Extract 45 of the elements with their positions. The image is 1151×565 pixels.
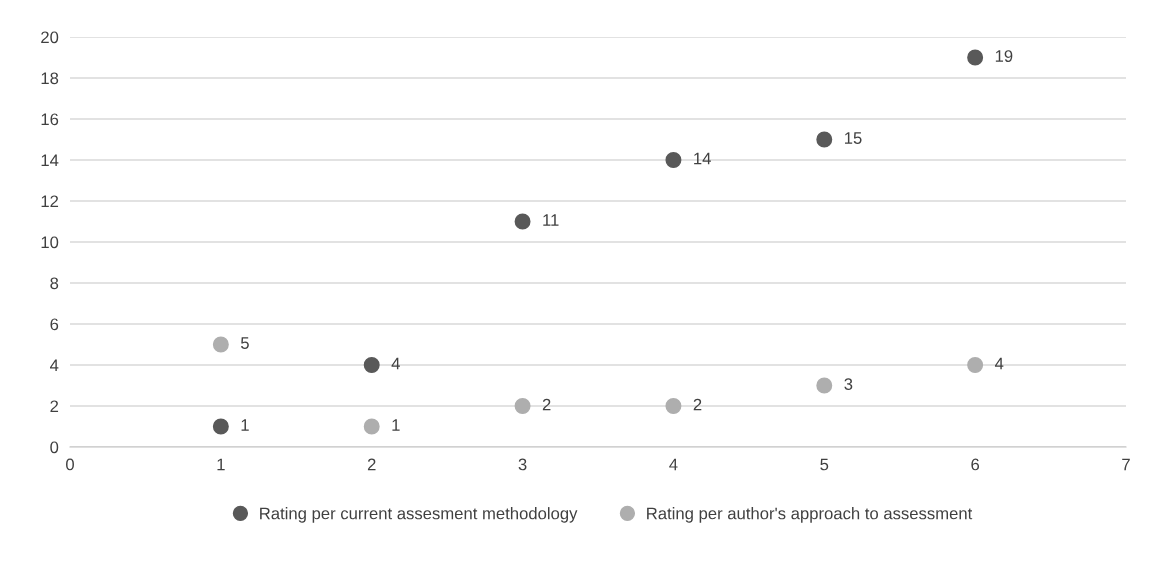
point <box>665 398 682 414</box>
data-label: 14 <box>694 152 711 165</box>
data-label: 1 <box>392 419 400 431</box>
data-label: 2 <box>542 398 551 411</box>
x-tick-label: 0 <box>66 458 74 471</box>
point <box>665 152 682 168</box>
y-tick-label: 20 <box>41 31 59 44</box>
data-label: 5 <box>240 337 249 349</box>
x-tick-label: 7 <box>1122 458 1130 471</box>
data-label: 4 <box>994 357 1004 370</box>
data-label: 3 <box>844 378 853 390</box>
y-tick-label: 12 <box>41 195 59 208</box>
y-tick-label: 6 <box>50 318 59 331</box>
y-tick-label: 4 <box>50 359 59 372</box>
data-label: 1 <box>241 419 249 431</box>
y-tick-label: 16 <box>41 113 59 126</box>
y-tick-label: 18 <box>41 72 59 85</box>
data-label: 15 <box>845 132 862 144</box>
legend-label: Rating per author's approach to assessment <box>647 507 973 523</box>
x-tick-label: 3 <box>518 458 527 471</box>
data-label: 11 <box>543 214 559 226</box>
point <box>363 357 380 373</box>
point <box>514 398 531 414</box>
y-tick-label: 14 <box>41 154 59 167</box>
point <box>212 418 229 435</box>
point <box>363 418 380 435</box>
point <box>967 49 984 66</box>
y-tick-label: 2 <box>50 400 59 413</box>
data-label: 2 <box>693 398 702 411</box>
x-tick-label: 1 <box>217 458 225 471</box>
point <box>816 131 833 148</box>
data-label: 4 <box>391 357 400 370</box>
x-tick-label: 2 <box>367 458 376 471</box>
point <box>212 336 229 353</box>
x-tick-label: 4 <box>669 458 678 471</box>
data-label: 19 <box>995 50 1013 62</box>
y-tick-label: 0 <box>50 441 59 454</box>
y-tick-label: 8 <box>50 277 59 290</box>
point <box>816 377 833 394</box>
legend-label: Rating per current assesment methodology <box>260 507 578 523</box>
y-tick-label: 10 <box>41 236 59 249</box>
x-tick-label: 6 <box>971 458 980 471</box>
point <box>514 213 531 230</box>
point <box>967 357 984 373</box>
x-tick-label: 5 <box>820 458 829 471</box>
